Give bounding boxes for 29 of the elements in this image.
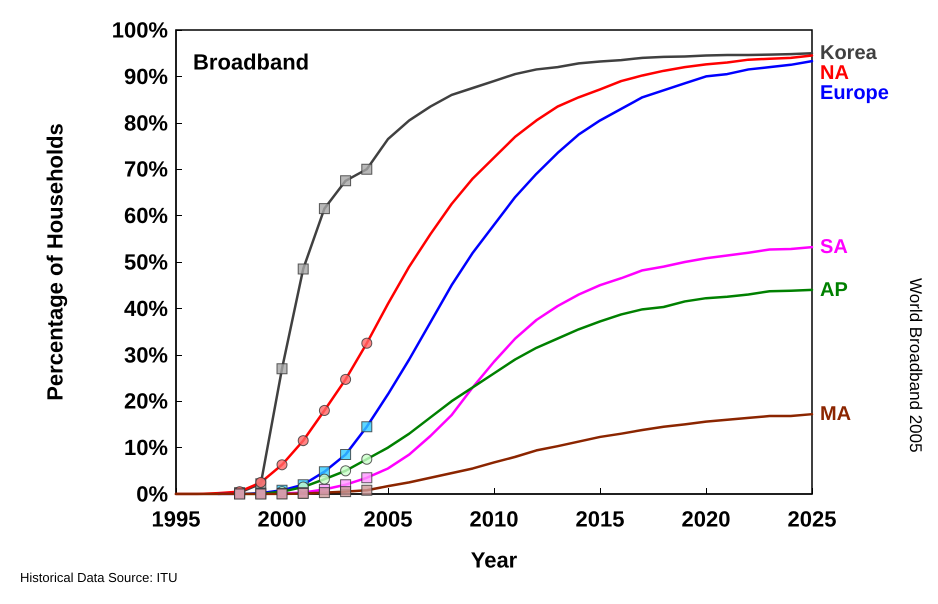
y-tick-label: 40% — [124, 296, 168, 321]
y-tick-label: 90% — [124, 64, 168, 89]
text: Historical Data Source: ITU — [20, 570, 178, 585]
y-tick-label: 50% — [124, 250, 168, 274]
y-tick-label: 20% — [124, 388, 168, 414]
x-tick-label: 2015 — [576, 506, 624, 532]
y-tick-label: 100% — [112, 18, 168, 42]
series-label: SA — [820, 236, 848, 258]
y-tick-label: 60% — [124, 203, 168, 228]
text: Broadband — [193, 50, 310, 74]
series-label: Korea — [820, 42, 878, 64]
x-tick-label: 1995 — [152, 506, 200, 532]
x-tick-label: 2010 — [470, 506, 518, 532]
x-axis-title: Year — [470, 548, 518, 572]
series-label: Europe — [820, 82, 889, 104]
y-tick-label: 80% — [124, 110, 168, 136]
x-tick-label: 2000 — [258, 506, 306, 532]
series-label: AP — [820, 278, 848, 301]
y-tick-label: 70% — [124, 156, 168, 182]
y-tick-label: 10% — [124, 435, 168, 460]
series-label: MA — [820, 403, 852, 426]
x-tick-label: 2020 — [682, 506, 730, 532]
text: World Broadband 2005 — [906, 278, 925, 453]
y-axis-title: Percentage of Households — [42, 123, 68, 401]
x-tick-label: 2025 — [788, 506, 836, 532]
y-tick-label: 0% — [136, 482, 168, 506]
x-tick-label: 2005 — [364, 506, 412, 532]
series-label: NA — [820, 62, 849, 84]
y-tick-label: 30% — [124, 342, 168, 368]
